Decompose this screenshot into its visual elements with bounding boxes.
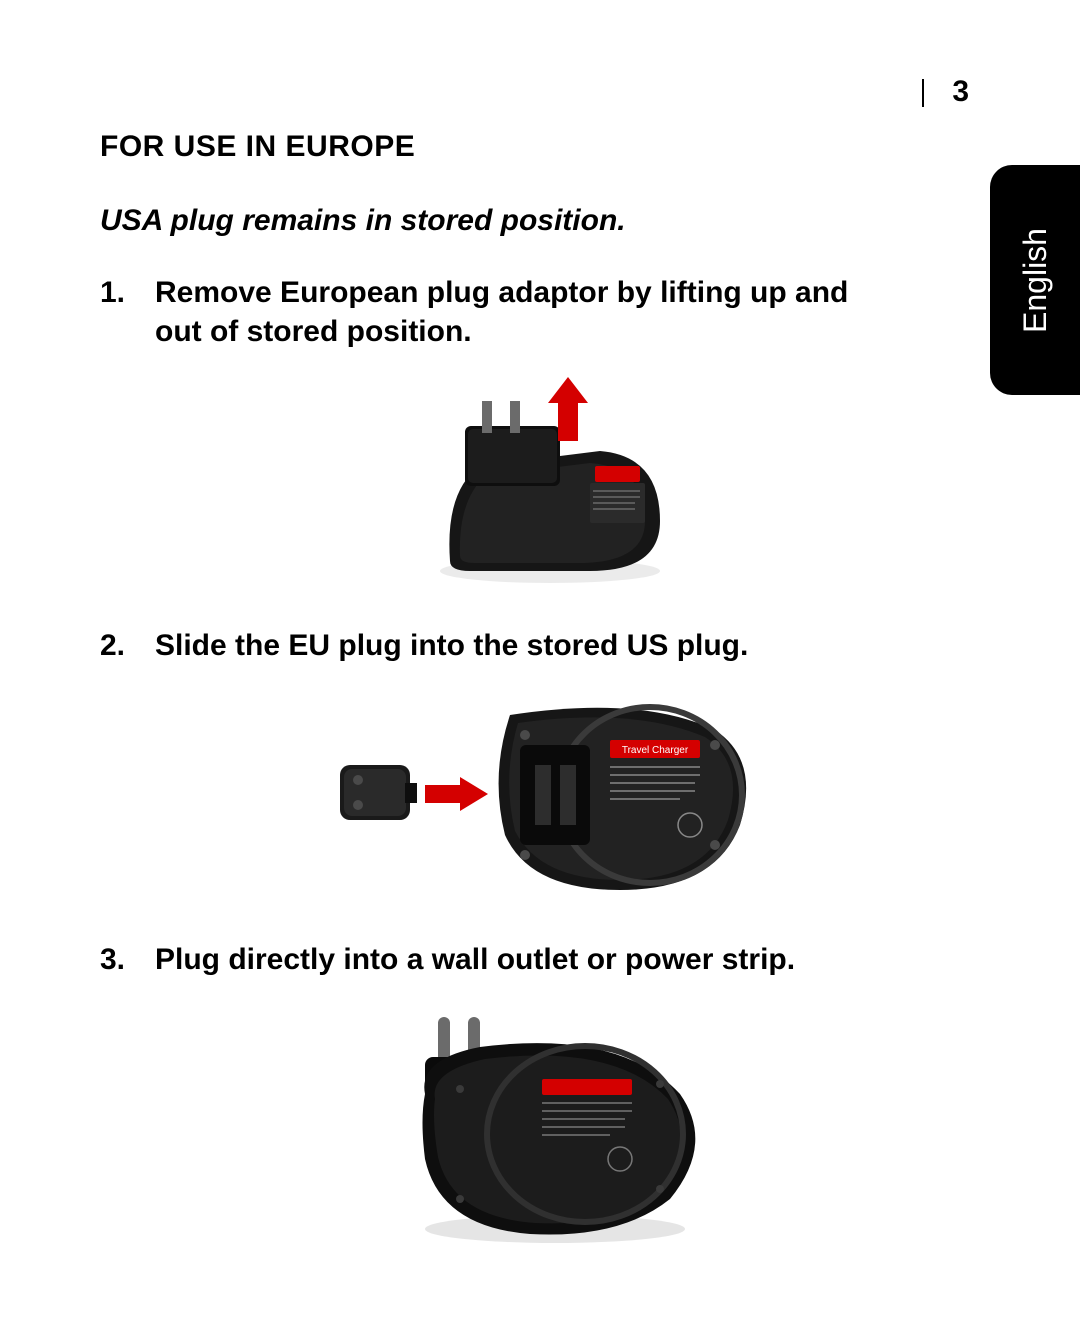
step-number: 3. — [100, 940, 155, 979]
page-number: 3 — [922, 75, 970, 109]
step-text: Slide the EU plug into the stored US plu… — [155, 626, 860, 665]
step-item: 2. Slide the EU plug into the stored US … — [100, 626, 980, 665]
step-text: Remove European plug adaptor by lifting … — [155, 273, 860, 351]
figure-3 — [100, 999, 980, 1254]
steps-list: 3. Plug directly into a wall outlet or p… — [100, 940, 980, 979]
steps-list: 1. Remove European plug adaptor by lifti… — [100, 273, 980, 351]
page-number-value: 3 — [952, 75, 970, 108]
step-text: Plug directly into a wall outlet or powe… — [155, 940, 860, 979]
figure-2: Travel Charger — [100, 685, 980, 910]
steps-list: 2. Slide the EU plug into the stored US … — [100, 626, 980, 665]
manual-page: 3 English FOR USE IN EUROPE USA plug rem… — [0, 0, 1080, 1323]
language-tab: English — [990, 165, 1080, 395]
section-subheading: USA plug remains in stored position. — [100, 204, 980, 238]
step-item: 1. Remove European plug adaptor by lifti… — [100, 273, 980, 351]
svg-text:Travel Charger: Travel Charger — [622, 745, 689, 756]
step-item: 3. Plug directly into a wall outlet or p… — [100, 940, 980, 979]
charger-slide-eu-plug-icon: Travel Charger — [320, 685, 760, 905]
charger-with-eu-prongs-icon — [370, 999, 710, 1249]
language-tab-label: English — [1017, 228, 1054, 333]
step-number: 2. — [100, 626, 155, 665]
step-number: 1. — [100, 273, 155, 351]
section-heading: FOR USE IN EUROPE — [100, 130, 980, 164]
charger-lift-adaptor-icon — [390, 371, 690, 591]
figure-1 — [100, 371, 980, 596]
